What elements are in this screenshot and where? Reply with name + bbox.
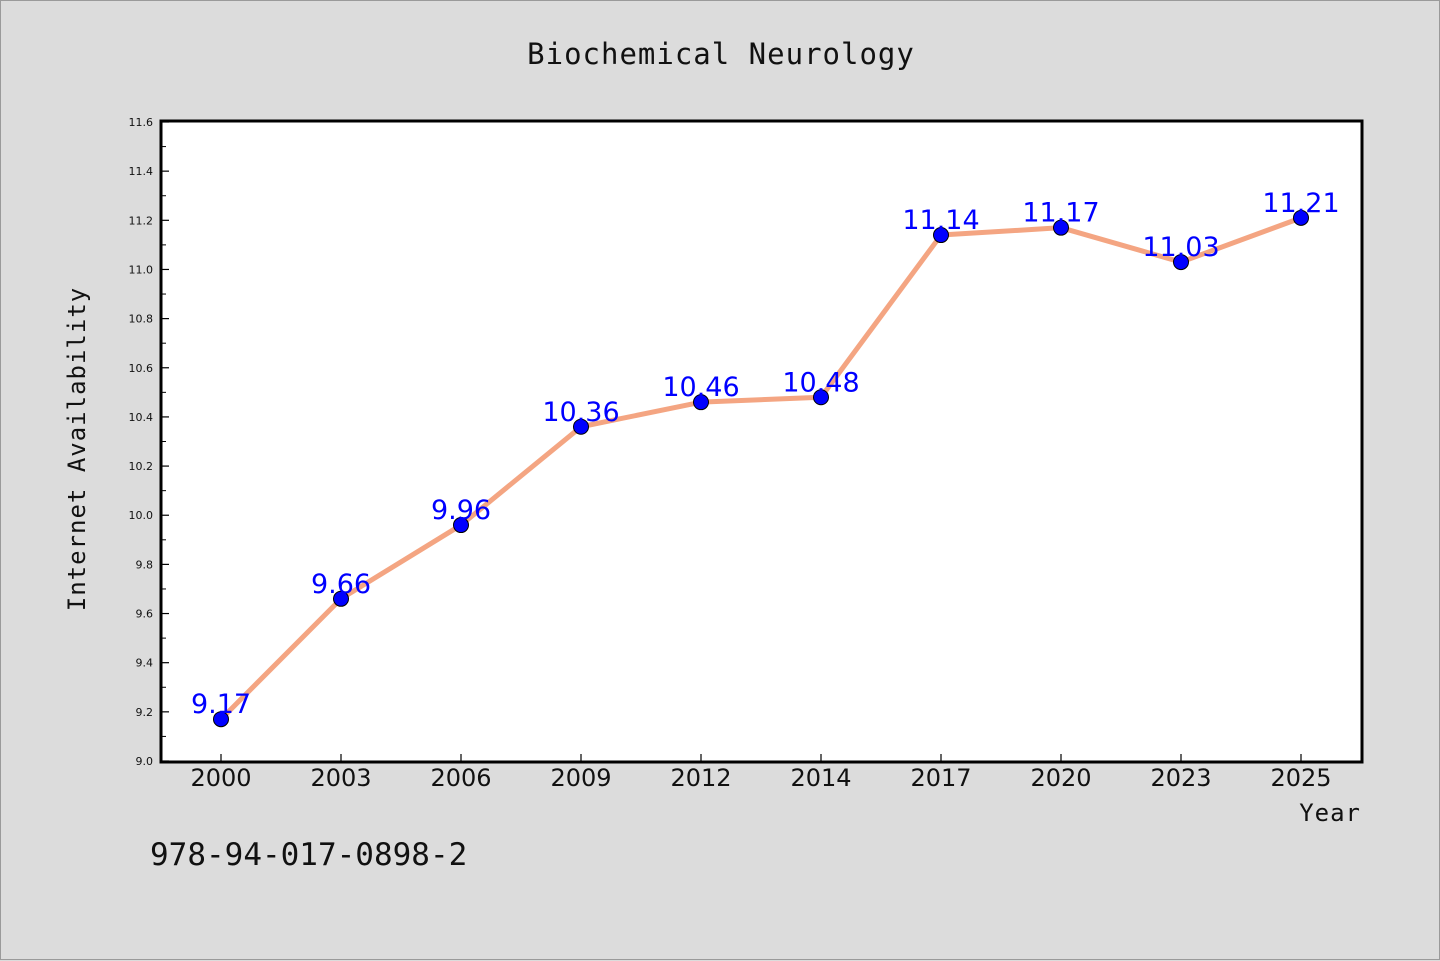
- series-layer: [213, 209, 1309, 728]
- y-axis: 9.0 9.2 9.4 9.6 9.8 10.0 10.2 10.4 10.6 10.8 11.0 1…: [129, 116, 169, 768]
- data-label: 10.46: [662, 372, 739, 403]
- data-label-layer: 9.17 9.66 9.96 10.36 10.46 10.48 11.14 11.17 11.…: [191, 188, 1340, 720]
- y-tick-label: 10.4: [129, 411, 154, 424]
- data-point: [213, 711, 229, 728]
- x-tick-label: 2023: [1150, 764, 1211, 792]
- x-tick-label: 2025: [1270, 764, 1331, 792]
- data-point: [453, 517, 469, 534]
- data-label: 11.17: [1022, 198, 1099, 229]
- data-point: [1053, 219, 1069, 236]
- x-tick-label: 2009: [550, 764, 611, 792]
- x-tick-label: 2000: [190, 764, 251, 792]
- y-axis-label: Internet Availability: [63, 287, 91, 611]
- y-tick-label: 9.4: [136, 657, 154, 670]
- x-tick-label: 2017: [910, 764, 971, 792]
- y-tick-label: 11.2: [129, 214, 154, 227]
- data-point: [933, 227, 949, 244]
- series-line: [218, 215, 1304, 722]
- y-tick-label: 9.0: [136, 755, 154, 768]
- x-axis-label: Year: [1299, 799, 1361, 827]
- data-point: [1173, 254, 1189, 271]
- x-tick-label: 2020: [1030, 764, 1091, 792]
- data-point: [573, 418, 589, 435]
- y-tick-label: 10.6: [129, 362, 154, 375]
- y-tick-label: 9.6: [136, 608, 154, 621]
- x-tick-label: 2012: [670, 764, 731, 792]
- y-tick-label: 10.8: [129, 313, 154, 326]
- y-tick-label: 9.8: [136, 558, 154, 571]
- x-axis: 2000 2003 2006 2009 2012 2014 2017 2020 2023 2025: [190, 754, 1332, 792]
- x-tick-label: 2014: [790, 764, 851, 792]
- data-label: 10.36: [542, 397, 619, 428]
- y-tick-label: 11.4: [129, 165, 154, 178]
- data-label: 9.96: [431, 495, 491, 526]
- data-label: 9.17: [191, 689, 251, 720]
- plot-area: [159, 119, 1364, 764]
- data-point: [1293, 209, 1309, 226]
- y-tick-label: 11.6: [129, 116, 154, 129]
- isbn-footnote: 978-94-017-0898-2: [150, 837, 467, 873]
- data-label: 10.48: [782, 367, 859, 398]
- x-tick-label: 2003: [310, 764, 371, 792]
- data-label: 11.03: [1142, 232, 1219, 263]
- y-tick-label: 10.2: [129, 460, 154, 473]
- x-tick-label: 2006: [430, 764, 491, 792]
- y-tick-label: 11.0: [129, 263, 154, 276]
- data-point: [333, 590, 349, 607]
- data-label: 11.21: [1262, 188, 1339, 219]
- data-point: [693, 394, 709, 411]
- data-label: 9.66: [311, 569, 371, 600]
- data-label: 11.14: [902, 205, 979, 236]
- y-tick-label: 10.0: [129, 509, 154, 522]
- data-point: [813, 389, 829, 406]
- y-tick-label: 9.2: [136, 706, 154, 719]
- chart-title: Biochemical Neurology: [527, 37, 915, 71]
